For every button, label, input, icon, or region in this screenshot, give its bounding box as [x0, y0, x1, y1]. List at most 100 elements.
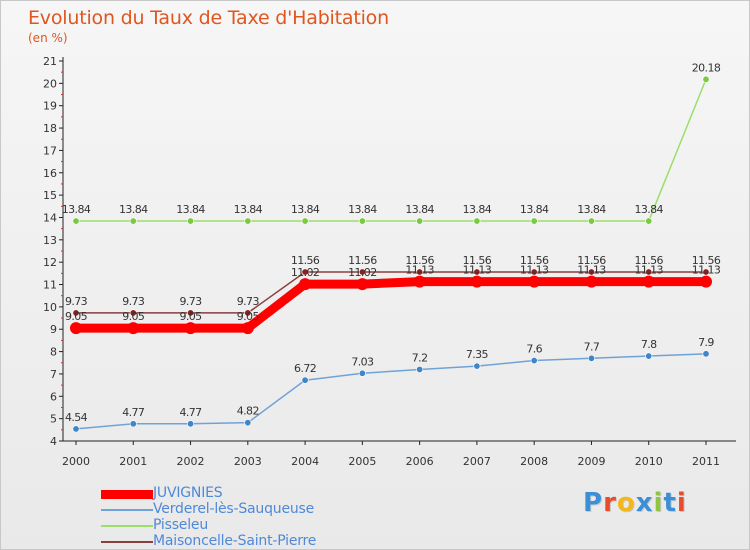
data-label: 13.84	[520, 203, 549, 216]
data-label: 11.13	[520, 264, 549, 277]
data-point	[645, 352, 653, 360]
series-line-0	[71, 277, 711, 333]
data-point	[244, 309, 252, 317]
x-tick-label: 2011	[692, 455, 720, 468]
y-tick-label: 18	[43, 122, 57, 135]
data-point	[530, 357, 538, 365]
y-tick-label: 13	[43, 234, 57, 247]
y-tick-label: 17	[43, 144, 57, 157]
data-label: 11.56	[463, 254, 492, 267]
data-point	[413, 275, 426, 288]
data-point	[187, 420, 195, 428]
data-label: 11.13	[463, 264, 492, 277]
legend-label: Pisseleu	[153, 517, 209, 533]
data-label: 4.77	[122, 406, 145, 419]
data-label: 4.77	[179, 406, 202, 419]
data-point	[127, 322, 140, 335]
data-label: 13.84	[577, 203, 606, 216]
data-point	[702, 268, 710, 276]
data-label: 9.73	[179, 295, 202, 308]
data-point	[356, 278, 369, 291]
data-label: 11.56	[291, 254, 320, 267]
series-lines	[70, 75, 712, 433]
data-label: 11.13	[577, 264, 606, 277]
data-point	[244, 217, 252, 225]
data-label: 9.05	[122, 310, 145, 323]
x-tick-label: 2004	[291, 455, 319, 468]
data-point	[702, 75, 710, 83]
logo-letter: t	[663, 488, 677, 518]
data-point	[129, 420, 137, 428]
data-label: 11.13	[634, 264, 663, 277]
data-point	[700, 275, 712, 288]
data-point	[70, 322, 82, 335]
data-point	[72, 309, 80, 317]
y-tick-label: 10	[43, 301, 57, 314]
y-tick-label: 5	[50, 413, 57, 426]
data-point	[416, 268, 424, 276]
data-point	[642, 275, 655, 288]
data-point	[587, 268, 595, 276]
data-point	[473, 268, 481, 276]
data-label: 11.13	[692, 264, 721, 277]
data-label: 9.05	[65, 310, 88, 323]
data-label: 7.8	[641, 338, 657, 351]
data-label: 13.84	[634, 203, 663, 216]
legend-swatch	[101, 509, 153, 511]
data-point	[416, 217, 424, 225]
data-label: 6.72	[294, 362, 316, 375]
data-point	[184, 322, 197, 335]
x-tick-label: 2003	[234, 455, 262, 468]
y-tick-label: 19	[43, 100, 57, 113]
data-label: 11.56	[634, 254, 663, 267]
data-label: 13.84	[291, 203, 320, 216]
chart-title: Evolution du Taux de Taxe d'Habitation	[28, 7, 389, 29]
data-point	[645, 217, 653, 225]
data-point	[528, 275, 541, 288]
data-point	[129, 309, 137, 317]
axes: 4 5 6 7 8 9 10 11 12 13 14 15 16 17 18 19 20 21 2000 2001 20…	[43, 55, 736, 468]
data-label: 11.56	[577, 254, 606, 267]
data-label: 7.35	[466, 348, 489, 361]
y-tick-label: 8	[50, 346, 57, 359]
data-label: 9.73	[122, 295, 145, 308]
data-label: 7.03	[351, 355, 374, 368]
data-point	[72, 425, 80, 433]
data-point	[187, 217, 195, 225]
data-label: 11.56	[692, 254, 721, 267]
chart-unit: (en %)	[28, 31, 68, 45]
x-tick-label: 2000	[62, 455, 90, 468]
y-tick-label: 11	[43, 279, 57, 292]
y-tick-label: 16	[43, 167, 57, 180]
data-label: 11.56	[405, 254, 434, 267]
data-point	[702, 350, 710, 358]
series-line-3	[75, 271, 707, 314]
data-label: 11.56	[520, 254, 549, 267]
x-tick-label: 2009	[577, 455, 605, 468]
logo-letter: r	[603, 488, 617, 518]
data-point	[587, 217, 595, 225]
y-tick-label: 20	[43, 77, 57, 90]
legend-label: Maisoncelle-Saint-Pierre	[153, 533, 317, 549]
y-tick-label: 7	[50, 368, 57, 381]
y-tick-label: 6	[50, 390, 57, 403]
legend-label: Verderel-lès-Sauqueuse	[153, 501, 315, 517]
data-label: 9.05	[179, 310, 202, 323]
proxiti-logo: Proxiti	[583, 488, 687, 518]
data-label: 11.02	[348, 266, 377, 279]
data-label: 11.56	[348, 254, 377, 267]
data-label: 13.84	[176, 203, 205, 216]
data-labels: 9.05 9.05 9.05 9.05 11.02 11.02 11.13 11.13 11.1…	[62, 61, 722, 424]
data-point	[72, 217, 80, 225]
data-point	[241, 322, 254, 335]
data-label: 7.2	[412, 351, 428, 364]
logo-letter: P	[583, 488, 604, 518]
data-label: 13.84	[348, 203, 377, 216]
y-tick-label: 21	[43, 55, 57, 68]
logo-letter: o	[616, 488, 636, 518]
legend-swatch	[101, 541, 153, 543]
data-point	[187, 309, 195, 317]
data-label: 7.7	[584, 340, 600, 353]
data-point	[244, 419, 252, 427]
